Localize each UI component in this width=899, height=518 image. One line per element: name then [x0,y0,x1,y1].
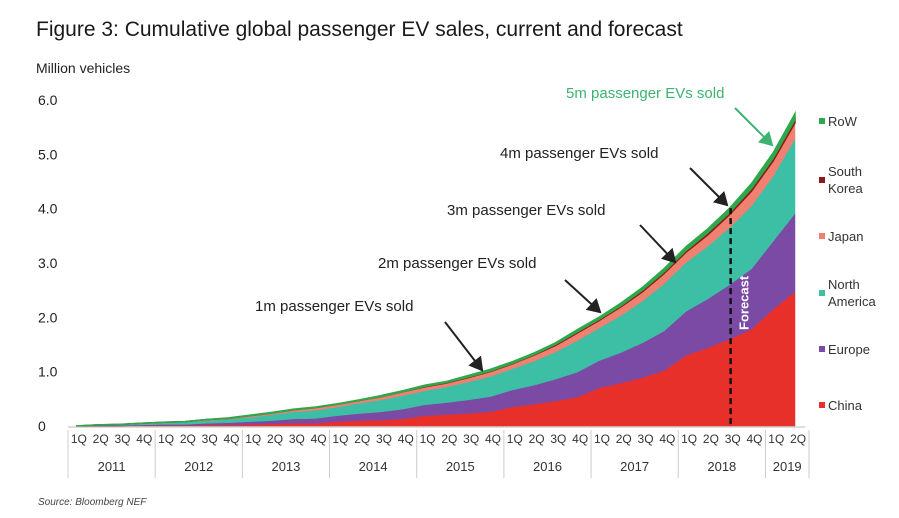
forecast-label: Forecast [737,275,752,330]
x-tick-quarter-label: 4Q [747,432,763,446]
legend-label: South [828,164,862,179]
legend-label: Japan [828,229,863,244]
x-tick-quarter-label: 4Q [485,432,501,446]
x-tick-quarter-label: 4Q [659,432,675,446]
legend-swatch [819,290,825,296]
annotation-arrow [444,321,484,372]
x-tick-year-label: 2016 [533,459,562,474]
annotation-arrow [639,224,677,264]
legend-label: China [828,398,863,413]
x-tick-quarter-label: 2Q [529,432,545,446]
legend-item: China [819,398,863,413]
y-tick-label: 1.0 [38,364,58,380]
legend-item: RoW [819,114,858,129]
legend-swatch [819,233,825,239]
x-tick-quarter-label: 2Q [354,432,370,446]
y-tick-label: 6.0 [38,92,58,108]
x-tick-year-label: 2018 [707,459,736,474]
x-tick-year-label: 2019 [773,459,802,474]
annotation-label: 5m passenger EVs sold [566,85,724,102]
x-tick-quarter-label: 4Q [136,432,152,446]
x-tick-quarter-label: 1Q [594,432,610,446]
y-tick-label: 2.0 [38,309,58,325]
x-tick-quarter-label: 4Q [223,432,239,446]
x-tick-quarter-label: 4Q [398,432,414,446]
legend-swatch [819,402,825,408]
area-row [75,110,796,427]
chart-title: Figure 3: Cumulative global passenger EV… [36,18,683,41]
annotation-arrow [689,167,729,207]
annotation-label: 3m passenger EVs sold [447,202,605,219]
x-tick-quarter-label: 3Q [114,432,130,446]
legend-item: North America [819,277,876,309]
x-tick-quarter-label: 3Q [550,432,566,446]
y-axis-label: Million vehicles [36,60,131,76]
legend-item: South Korea [819,164,863,196]
x-tick-quarter-label: 3Q [289,432,305,446]
x-tick-quarter-label: 1Q [158,432,174,446]
x-tick-year-label: 2013 [271,459,300,474]
annotation-label: 2m passenger EVs sold [378,255,536,272]
x-tick-year-label: 2015 [446,459,475,474]
x-tick-quarter-label: 4Q [311,432,327,446]
x-tick-quarter-label: 1Q [507,432,523,446]
legend-label: RoW [828,114,858,129]
x-tick-quarter-label: 1Q [71,432,87,446]
x-tick-quarter-label: 2Q [180,432,196,446]
x-tick-quarter-label: 1Q [420,432,436,446]
x-tick-quarter-label: 2Q [267,432,283,446]
legend-label: Europe [828,342,870,357]
x-tick-quarter-label: 1Q [768,432,784,446]
x-tick-quarter-label: 2Q [703,432,719,446]
x-tick-year-label: 2017 [620,459,649,474]
x-tick-quarter-label: 3Q [202,432,218,446]
y-tick-label: 3.0 [38,255,58,271]
y-tick-label: 0 [38,418,46,434]
x-tick-quarter-label: 1Q [245,432,261,446]
annotation-label: 1m passenger EVs sold [255,298,413,315]
legend-label: North [828,277,860,292]
annotation-arrow [564,279,602,314]
annotation-arrow [734,107,774,147]
x-tick-quarter-label: 2Q [93,432,109,446]
x-tick-year-label: 2011 [98,459,126,474]
y-tick-label: 5.0 [38,146,58,162]
x-tick-quarter-label: 3Q [463,432,479,446]
source-note: Source: Bloomberg NEF [38,497,147,508]
legend-item: Europe [819,342,870,357]
legend-swatch [819,346,825,352]
x-tick-quarter-label: 2Q [790,432,806,446]
x-tick-year-label: 2012 [184,459,213,474]
x-tick-quarter-label: 2Q [616,432,632,446]
x-tick-year-label: 2014 [359,459,388,474]
x-tick-quarter-label: 3Q [638,432,654,446]
legend-swatch [819,118,825,124]
x-tick-quarter-label: 2Q [441,432,457,446]
legend-label: America [828,294,876,309]
annotation-label: 4m passenger EVs sold [500,145,658,162]
x-tick-quarter-label: 3Q [725,432,741,446]
x-tick-quarter-label: 3Q [376,432,392,446]
x-tick-quarter-label: 1Q [681,432,697,446]
x-tick-quarter-label: 1Q [332,432,348,446]
y-tick-label: 4.0 [38,201,58,217]
legend-swatch [819,177,825,183]
x-tick-quarter-label: 4Q [572,432,588,446]
legend-item: Japan [819,229,863,244]
legend-label: Korea [828,181,863,196]
